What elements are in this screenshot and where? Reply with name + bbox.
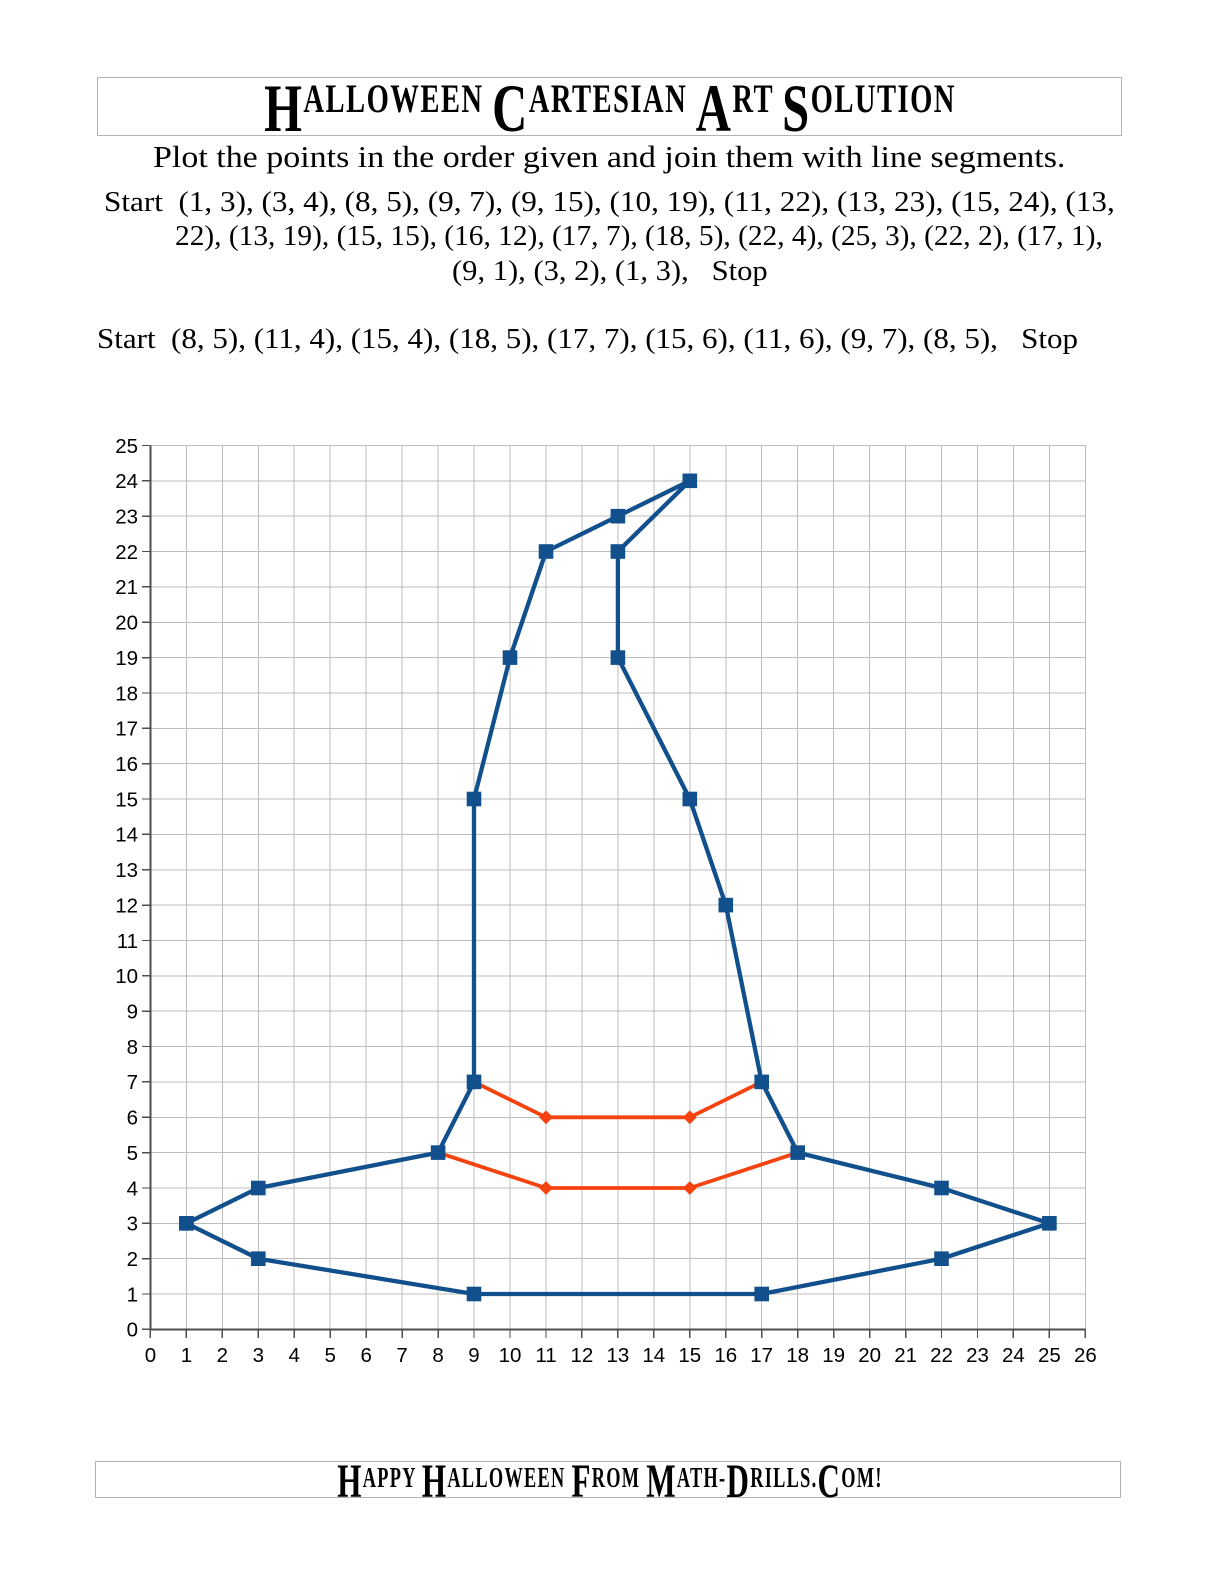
svg-text:13: 13 [606, 1344, 629, 1367]
svg-text:6: 6 [127, 1107, 138, 1130]
svg-text:21: 21 [894, 1344, 917, 1367]
svg-text:15: 15 [115, 788, 138, 811]
svg-text:5: 5 [324, 1344, 335, 1367]
svg-text:19: 19 [822, 1344, 845, 1367]
svg-text:6: 6 [360, 1344, 371, 1367]
svg-text:1: 1 [127, 1283, 138, 1306]
svg-text:0: 0 [127, 1319, 138, 1342]
svg-text:9: 9 [127, 1001, 138, 1024]
svg-text:3: 3 [253, 1344, 264, 1367]
svg-text:22: 22 [115, 541, 138, 564]
svg-text:14: 14 [115, 824, 138, 847]
svg-text:14: 14 [642, 1344, 665, 1367]
svg-text:17: 17 [750, 1344, 773, 1367]
svg-text:7: 7 [127, 1071, 138, 1094]
svg-text:20: 20 [115, 612, 138, 635]
svg-text:23: 23 [115, 506, 138, 529]
svg-text:0: 0 [145, 1344, 156, 1367]
svg-text:24: 24 [115, 470, 138, 493]
svg-text:21: 21 [115, 576, 138, 599]
svg-text:12: 12 [570, 1344, 593, 1367]
svg-text:25: 25 [115, 435, 138, 458]
svg-text:2: 2 [217, 1344, 228, 1367]
svg-text:13: 13 [115, 859, 138, 882]
svg-text:23: 23 [966, 1344, 989, 1367]
svg-text:17: 17 [115, 718, 138, 741]
svg-text:18: 18 [786, 1344, 809, 1367]
svg-text:7: 7 [396, 1344, 407, 1367]
svg-text:10: 10 [499, 1344, 522, 1367]
svg-text:12: 12 [115, 894, 138, 917]
svg-text:9: 9 [468, 1344, 479, 1367]
svg-text:16: 16 [115, 753, 138, 776]
svg-text:16: 16 [714, 1344, 737, 1367]
svg-text:8: 8 [127, 1036, 138, 1059]
svg-text:4: 4 [127, 1177, 138, 1200]
svg-text:19: 19 [115, 647, 138, 670]
svg-text:24: 24 [1002, 1344, 1025, 1367]
svg-text:10: 10 [115, 965, 138, 988]
svg-text:3: 3 [127, 1213, 138, 1236]
svg-text:2: 2 [127, 1248, 138, 1271]
svg-text:26: 26 [1074, 1344, 1097, 1367]
svg-text:5: 5 [127, 1142, 138, 1165]
svg-text:1: 1 [181, 1344, 192, 1367]
svg-text:18: 18 [115, 682, 138, 705]
svg-text:4: 4 [288, 1344, 299, 1367]
svg-text:15: 15 [678, 1344, 701, 1367]
svg-text:11: 11 [535, 1344, 556, 1367]
svg-text:8: 8 [432, 1344, 443, 1367]
svg-text:25: 25 [1038, 1344, 1061, 1367]
svg-text:11: 11 [117, 930, 138, 953]
svg-text:22: 22 [930, 1344, 953, 1367]
svg-text:20: 20 [858, 1344, 881, 1367]
